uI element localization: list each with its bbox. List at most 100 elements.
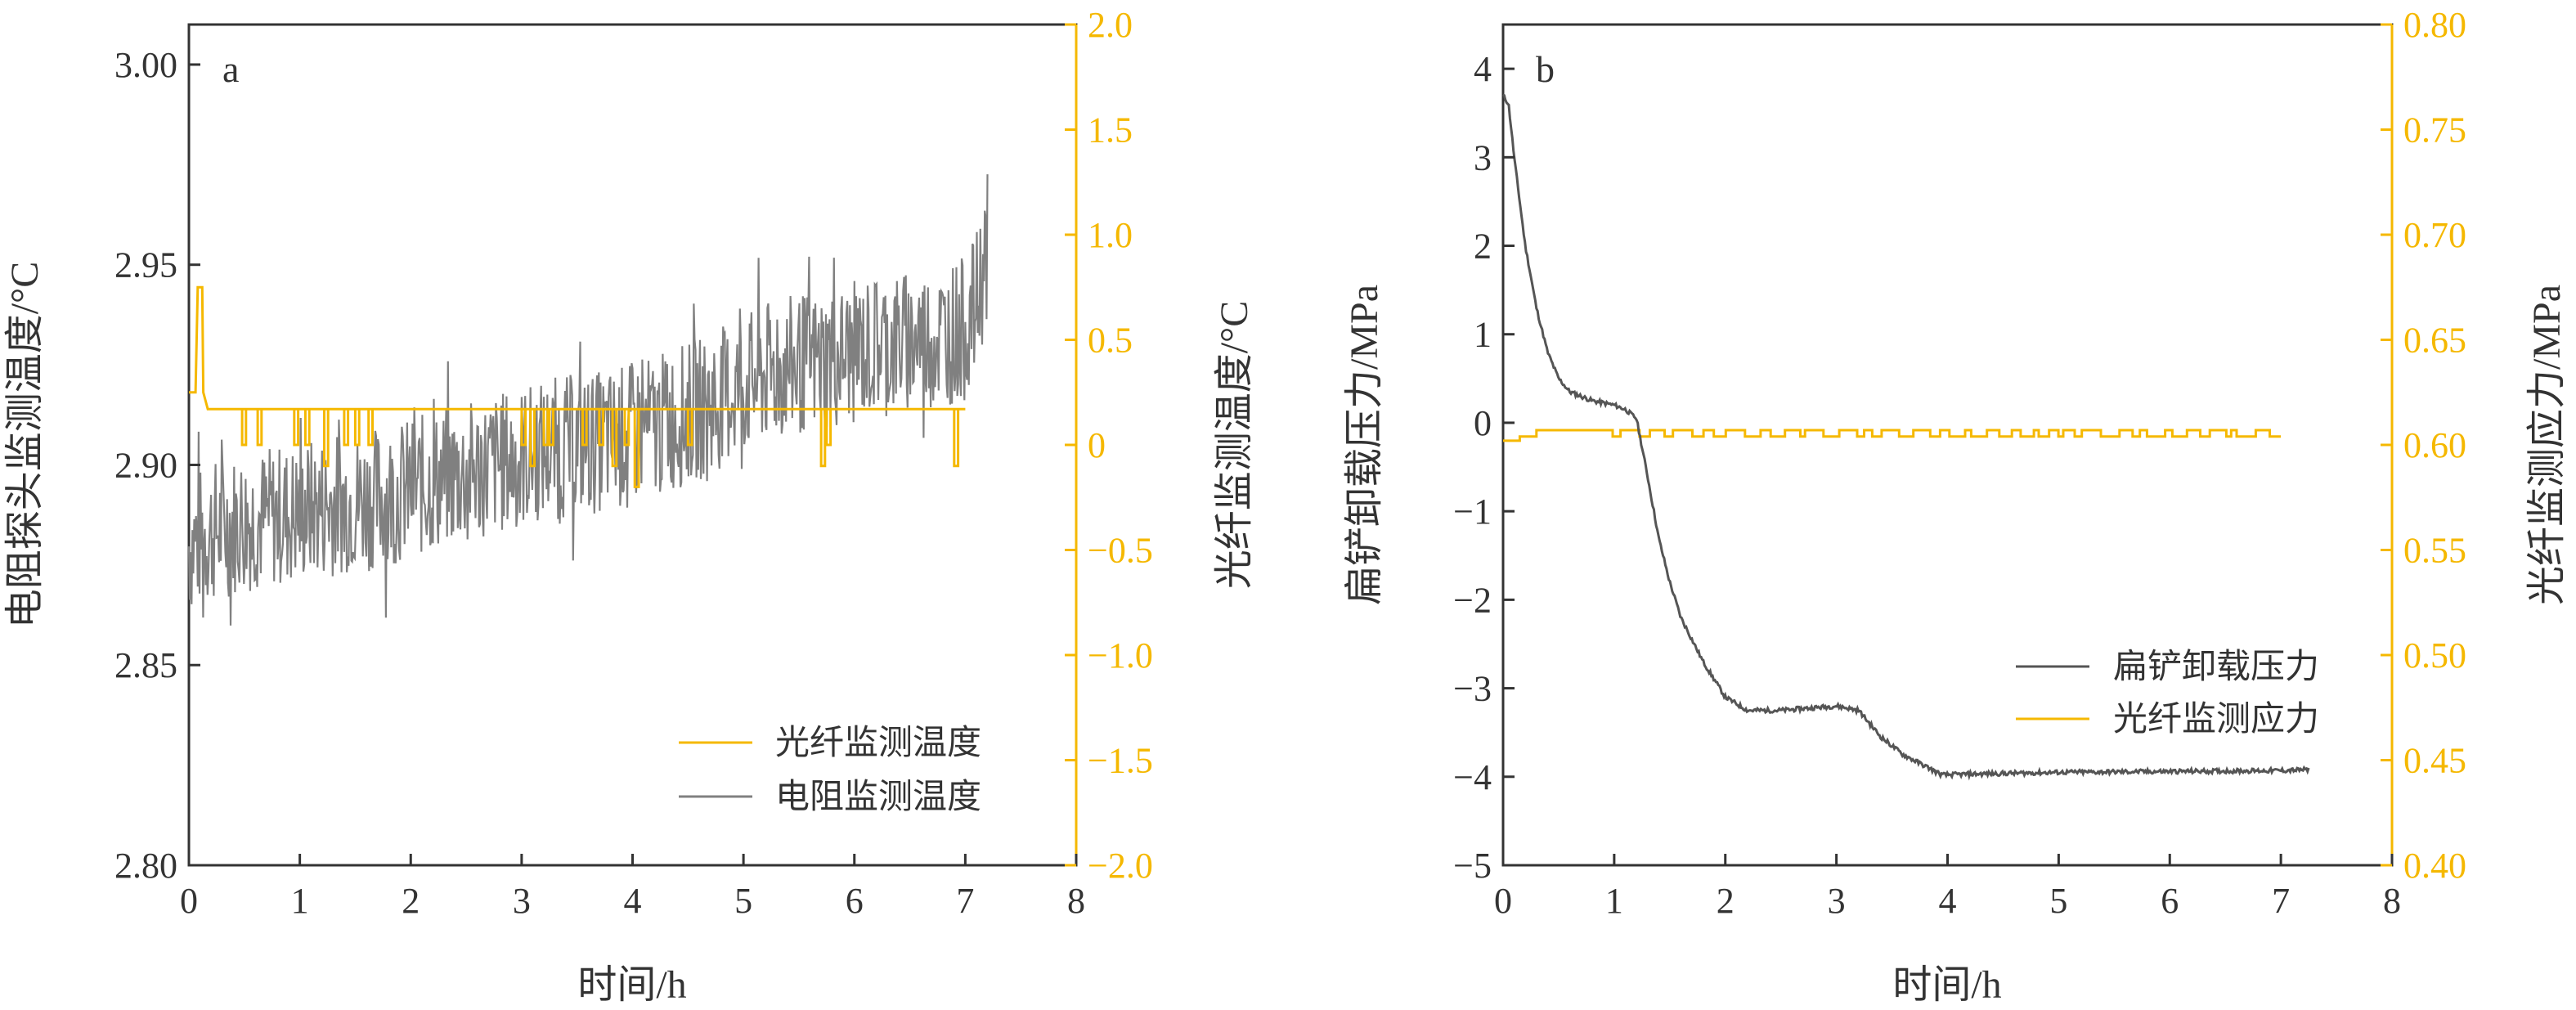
a-x-tick-label-3: 3 xyxy=(513,881,531,921)
fiber-temperature-dip xyxy=(353,409,361,447)
fiber-temperature-dip xyxy=(825,409,832,447)
a-x-tick-label-4: 4 xyxy=(624,881,642,921)
b-yr-tick-label-0: 0.40 xyxy=(2403,846,2466,886)
a-yl-tick-label-4: 3.00 xyxy=(114,45,177,85)
y-axis-title-left-b: 扁铲卸载压力/MPa xyxy=(1343,285,1386,605)
fiber-temperature-dip xyxy=(529,409,536,468)
b-yl-tick-label-2: −3 xyxy=(1453,669,1492,709)
a-yr-tick-label-5: 0.5 xyxy=(1088,321,1133,361)
b-x-tick-label-1: 1 xyxy=(1605,881,1623,921)
b-x-tick-label-0: 0 xyxy=(1494,881,1512,921)
fiber-temperature-dip xyxy=(343,409,350,447)
a-yr-tick-label-0: −2.0 xyxy=(1088,846,1153,886)
y-axis-title-right-b: 光纤监测应力/MPa xyxy=(2525,285,2569,605)
b-yr-tick-label-4: 0.60 xyxy=(2403,425,2466,465)
fiber-temperature-dip xyxy=(293,409,300,447)
a-yr-tick-label-8: 2.0 xyxy=(1088,5,1133,45)
a-x-tick-label-7: 7 xyxy=(956,881,974,921)
plot-area-b xyxy=(1501,23,2394,867)
fiber-temperature-dip xyxy=(611,409,618,468)
y-axis-title-left-a: 电阻探头监测温度/°C xyxy=(3,262,47,629)
a-yl-tick-label-0: 2.80 xyxy=(114,846,177,886)
fiber-temperature-dip xyxy=(953,409,960,468)
legend-label-flatjack-pressure: 扁铲卸载压力 xyxy=(2113,649,2319,686)
a-yl-tick-label-3: 2.95 xyxy=(114,245,177,285)
b-x-tick-label-5: 5 xyxy=(2049,881,2067,921)
b-yl-tick-label-4: −1 xyxy=(1453,492,1492,532)
b-yr-tick-label-2: 0.50 xyxy=(2403,635,2466,676)
fiber-temperature-dip xyxy=(598,409,605,447)
a-yr-tick-label-2: −1.0 xyxy=(1088,635,1153,676)
b-x-tick-label-8: 8 xyxy=(2383,881,2401,921)
fiber-temperature-dip xyxy=(323,409,330,468)
fiber-temperature-dip xyxy=(548,409,554,447)
fiber-stress-line xyxy=(1503,429,2282,442)
a-x-tick-label-6: 6 xyxy=(846,881,864,921)
b-yl-tick-label-1: −4 xyxy=(1453,757,1492,797)
b-yr-tick-label-8: 0.80 xyxy=(2403,5,2466,45)
a-yl-tick-label-1: 2.85 xyxy=(114,645,177,685)
b-yr-tick-label-7: 0.75 xyxy=(2403,110,2466,150)
fiber-temperature-dip xyxy=(520,409,527,447)
b-yr-tick-label-1: 0.45 xyxy=(2403,741,2466,781)
fiber-temperature-dip xyxy=(686,409,693,447)
fiber-temperature-dip xyxy=(819,409,827,468)
y-ticks-left-b: −5 −4 −3 −2 −1 0 1 2 3 4 xyxy=(1453,49,1515,886)
b-x-tick-label-3: 3 xyxy=(1828,881,1846,921)
fiber-temperature-path xyxy=(189,285,966,411)
fiber-temperature-dip xyxy=(542,409,550,447)
legend-b: 扁铲卸载压力 光纤监测应力 xyxy=(2016,649,2319,738)
a-x-tick-label-5: 5 xyxy=(734,881,752,921)
panel-label-b: b xyxy=(1536,48,1555,90)
x-ticks-b: 0 1 2 3 4 5 6 7 8 xyxy=(1494,854,2401,921)
b-x-tick-label-7: 7 xyxy=(2272,881,2290,921)
b-yl-tick-label-8: 3 xyxy=(1474,137,1492,177)
fiber-temperature-dip xyxy=(303,409,311,447)
fiber-temperature-dip xyxy=(256,409,263,447)
a-x-tick-label-0: 0 xyxy=(180,881,198,921)
panel-label-a: a xyxy=(222,48,239,90)
flatjack-pressure-path xyxy=(1502,93,2310,781)
a-yr-tick-label-1: −1.5 xyxy=(1088,741,1153,781)
fiber-temperature-dip xyxy=(367,409,374,447)
resistance-temperature-line xyxy=(187,174,989,626)
b-yr-tick-label-6: 0.70 xyxy=(2403,215,2466,255)
a-yr-tick-label-4: 0 xyxy=(1088,425,1106,465)
y-ticks-right-b: 0.40 0.45 0.50 0.55 0.60 0.65 0.70 0.75 0.80 xyxy=(2381,5,2466,886)
fiber-temperature-dip xyxy=(633,409,640,488)
b-x-tick-label-2: 2 xyxy=(1717,881,1735,921)
fiber-stress-path xyxy=(1503,429,2282,442)
a-x-tick-label-1: 1 xyxy=(291,881,309,921)
b-yl-tick-label-6: 1 xyxy=(1474,315,1492,355)
b-yl-tick-label-7: 2 xyxy=(1474,227,1492,267)
x-axis-title-b: 时间/h xyxy=(1892,963,2001,1007)
b-yr-tick-label-5: 0.65 xyxy=(2403,321,2466,361)
fiber-temperature-dip xyxy=(581,409,588,447)
b-yr-tick-label-3: 0.55 xyxy=(2403,531,2466,571)
legend-a: 光纤监测温度 电阻监测温度 xyxy=(679,725,981,816)
legend-label-fiber-temperature: 光纤监测温度 xyxy=(775,725,981,762)
a-yl-tick-label-2: 2.90 xyxy=(114,445,177,485)
b-yl-tick-label-3: −2 xyxy=(1453,580,1492,620)
legend-label-resistance-temperature: 电阻监测温度 xyxy=(775,779,981,816)
fiber-temperature-line xyxy=(189,285,966,488)
a-x-tick-label-8: 8 xyxy=(1067,881,1085,921)
a-x-tick-label-2: 2 xyxy=(402,881,420,921)
a-yr-tick-label-7: 1.5 xyxy=(1088,110,1133,150)
a-yr-tick-label-3: −0.5 xyxy=(1088,531,1153,571)
flatjack-pressure-line xyxy=(1502,93,2310,781)
fiber-temperature-dip xyxy=(623,409,631,447)
resistance-temperature-path xyxy=(187,174,989,626)
x-axis-title-a: 时间/h xyxy=(577,963,686,1007)
y-axis-title-right-a: 光纤监测温度/°C xyxy=(1213,301,1256,590)
legend-label-fiber-stress: 光纤监测应力 xyxy=(2113,700,2319,738)
b-x-tick-label-6: 6 xyxy=(2161,881,2179,921)
x-ticks-a: 0 1 2 3 4 5 6 7 8 xyxy=(180,854,1085,921)
b-yl-tick-label-0: −5 xyxy=(1453,846,1492,886)
y-ticks-right-a: −2.0 −1.5 −1.0 −0.5 0 0.5 1.0 1.5 2.0 xyxy=(1065,5,1153,886)
b-yl-tick-label-5: 0 xyxy=(1474,403,1492,443)
a-yr-tick-label-6: 1.0 xyxy=(1088,215,1133,255)
